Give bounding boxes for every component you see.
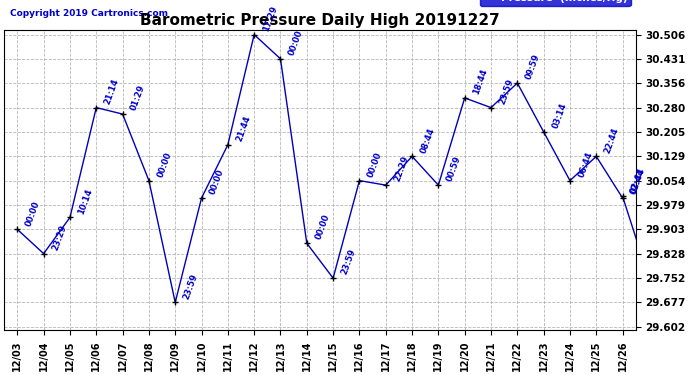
Text: 00:00: 00:00 xyxy=(366,151,384,178)
Legend: Pressure  (Inches/Hg): Pressure (Inches/Hg) xyxy=(480,0,631,6)
Text: Copyright 2019 Cartronics.com: Copyright 2019 Cartronics.com xyxy=(10,9,168,18)
Text: 10:14: 10:14 xyxy=(77,187,95,215)
Title: Barometric Pressure Daily High 20191227: Barometric Pressure Daily High 20191227 xyxy=(140,12,500,27)
Text: 21:14: 21:14 xyxy=(104,77,121,105)
Text: 00:00: 00:00 xyxy=(208,168,226,196)
Text: 00:59: 00:59 xyxy=(445,155,463,183)
Text: 02:00: 02:00 xyxy=(0,374,1,375)
Text: 23:59: 23:59 xyxy=(340,248,357,276)
Text: 01:29: 01:29 xyxy=(130,84,147,112)
Text: 03:59: 03:59 xyxy=(0,374,1,375)
Text: 00:00: 00:00 xyxy=(24,200,42,227)
Text: 23:59: 23:59 xyxy=(0,374,1,375)
Text: 09:59: 09:59 xyxy=(524,53,542,81)
Text: 23:59: 23:59 xyxy=(498,77,515,105)
Text: 17:29: 17:29 xyxy=(261,4,279,33)
Text: 02:44: 02:44 xyxy=(629,168,647,196)
Text: 18:44: 18:44 xyxy=(472,68,489,96)
Text: 02:44: 02:44 xyxy=(629,166,647,194)
Text: 08:44: 08:44 xyxy=(419,126,437,154)
Text: 00:00: 00:00 xyxy=(288,29,305,57)
Text: 22:29: 22:29 xyxy=(393,155,411,183)
Text: 06:44: 06:44 xyxy=(577,150,595,178)
Text: 00:00: 00:00 xyxy=(314,213,331,241)
Text: 21:44: 21:44 xyxy=(235,114,253,142)
Text: 03:14: 03:14 xyxy=(551,102,568,130)
Text: 23:59: 23:59 xyxy=(182,272,199,300)
Text: 00:00: 00:00 xyxy=(156,151,173,178)
Text: 22:44: 22:44 xyxy=(603,126,621,154)
Text: 23:29: 23:29 xyxy=(50,224,68,252)
